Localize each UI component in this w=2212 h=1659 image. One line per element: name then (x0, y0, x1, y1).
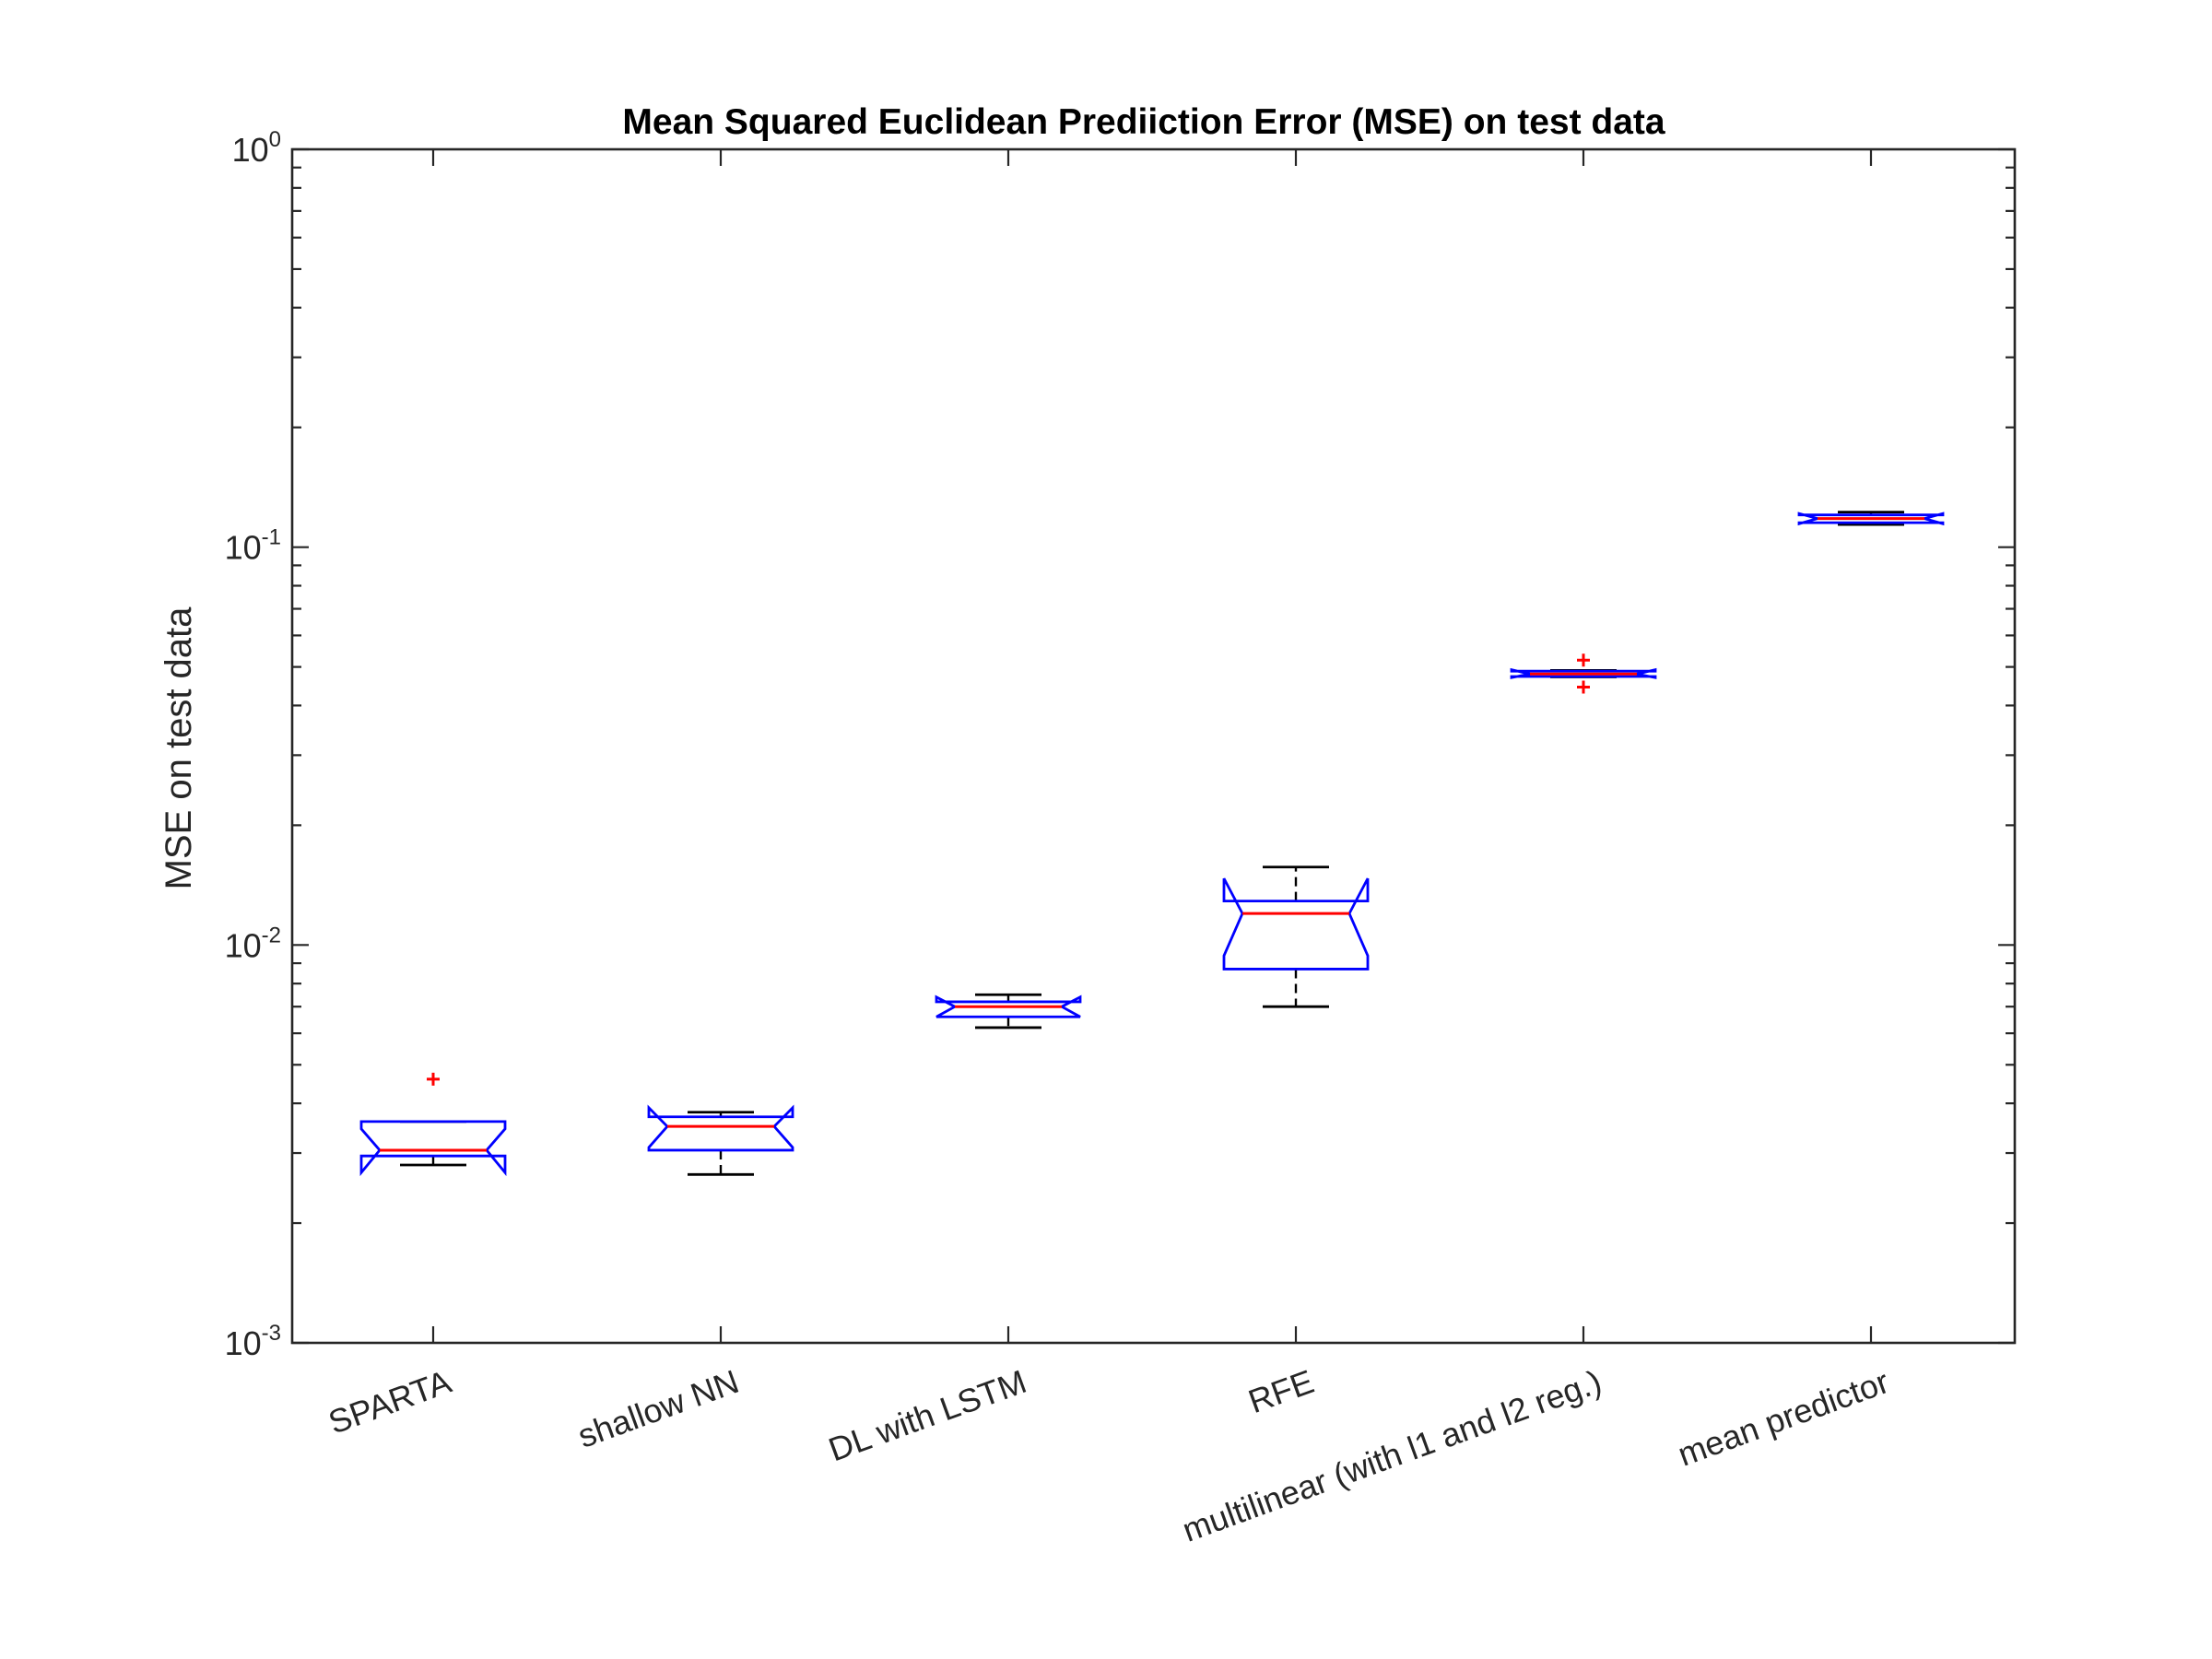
outlier-marker (1577, 653, 1590, 667)
box-group (647, 1104, 794, 1176)
y-axis-label: MSE on test data (159, 606, 199, 890)
y-tick-label: 10-1 (225, 525, 281, 567)
notched-box (647, 1104, 794, 1152)
x-category-label: RFE (1243, 1362, 1319, 1420)
outlier-marker (427, 1072, 440, 1086)
tick-labels: 10-3 10-2 10-1 100 SPARTA shallow NN DL with L… (225, 127, 1894, 1549)
plot-frame (290, 147, 2017, 1345)
axis-ticks (292, 147, 2015, 1345)
y-tick-label: 100 (232, 127, 281, 169)
boxes (359, 511, 1945, 1177)
y-tick-label: 10-3 (225, 1321, 281, 1362)
box-group (1797, 511, 1945, 526)
notched-box (935, 994, 1082, 1018)
notched-box (1222, 877, 1370, 971)
box-group (1510, 653, 1657, 694)
x-category-label: mean predictor (1673, 1362, 1894, 1474)
box-group (359, 1072, 507, 1177)
box-group (1222, 865, 1370, 1008)
notched-box (359, 1120, 507, 1177)
x-category-label: multilinear (with l1 and l2 reg.) (1177, 1362, 1606, 1549)
y-tick-label: 10-2 (225, 923, 281, 964)
x-category-label: shallow NN (573, 1362, 744, 1455)
notched-box (1510, 667, 1657, 679)
chart-title: Mean Squared Euclidean Prediiction Error… (622, 102, 1665, 142)
x-category-label: DL with LSTM (824, 1362, 1031, 1468)
x-category-label: SPARTA (324, 1362, 456, 1441)
outlier-marker (1577, 680, 1590, 694)
box-group (935, 993, 1082, 1030)
notched-box (1797, 512, 1945, 526)
